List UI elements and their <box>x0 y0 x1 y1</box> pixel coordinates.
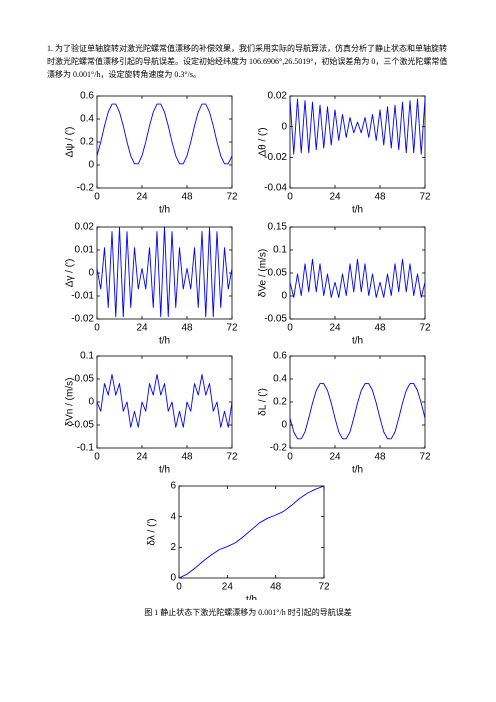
y-tick-label: 0 <box>88 397 94 408</box>
x-axis-label: t/h <box>159 465 170 476</box>
y-tick-label: 0.02 <box>268 91 288 102</box>
y-tick-label: -0.02 <box>71 314 94 325</box>
y-tick-label: -0.05 <box>264 314 287 325</box>
x-axis-label: t/h <box>352 336 363 347</box>
y-tick-label: 0 <box>88 268 94 279</box>
x-axis-label: t/h <box>352 205 363 216</box>
y-tick-label: 0.01 <box>75 245 95 256</box>
x-tick-label: 0 <box>287 323 293 334</box>
plot-frame <box>289 95 426 189</box>
x-tick-label: 48 <box>181 192 193 203</box>
y-tick-label: 0 <box>170 573 176 584</box>
y-tick-label: 0.05 <box>268 268 288 279</box>
paragraph: 1. 为了验证单轴旋转对激光陀螺常值漂移的补偿效果，我们采用实际的导航算法，仿真… <box>47 44 448 79</box>
y-tick-label: -0.02 <box>264 152 287 163</box>
x-tick-label: 0 <box>176 582 182 593</box>
x-axis-label: t/h <box>352 465 363 476</box>
y-tick-label: 0.4 <box>80 114 94 125</box>
data-line <box>289 258 426 298</box>
caption: 图 1 静止状态下激光陀螺漂移为 0.001°/h 时引起的导航误差 <box>144 608 352 617</box>
y-tick-label: 0.05 <box>75 374 95 385</box>
x-tick-label: 72 <box>226 452 238 463</box>
y-tick-label: -0.04 <box>264 183 287 194</box>
x-tick-label: 72 <box>419 192 431 203</box>
y-tick-label: 0 <box>281 291 287 302</box>
y-tick-label: 0.1 <box>80 351 94 362</box>
y-axis-label: Δθ / (') <box>258 127 269 156</box>
x-tick-label: 24 <box>136 452 148 463</box>
x-tick-label: 24 <box>222 582 234 593</box>
x-tick-label: 0 <box>94 452 100 463</box>
y-tick-label: 0.2 <box>80 137 94 148</box>
y-tick-label: 0.02 <box>75 222 95 233</box>
y-tick-label: -0.05 <box>71 420 94 431</box>
y-tick-label: 0.15 <box>268 222 288 233</box>
y-axis-label: δVe / (m/s) <box>258 249 269 297</box>
figure: -0.200.20.40.60 24 48 72t/hΔψ / (')-0.04-0.… <box>65 91 431 600</box>
x-tick-label: 24 <box>136 192 148 203</box>
data-line <box>96 373 233 428</box>
x-tick-label: 72 <box>419 323 431 334</box>
y-tick-label: 0.2 <box>273 397 287 408</box>
x-tick-label: 24 <box>136 323 148 334</box>
x-tick-label: 24 <box>329 192 341 203</box>
plot-frame <box>178 485 325 579</box>
y-tick-label: -0.2 <box>270 443 288 454</box>
y-tick-label: 0 <box>281 420 287 431</box>
y-axis-label: δL / (') <box>258 388 269 416</box>
x-tick-label: 72 <box>226 192 238 203</box>
x-axis-label: t/h <box>159 336 170 347</box>
y-axis-label: Δγ / (') <box>65 259 76 288</box>
y-tick-label: 4 <box>170 511 176 522</box>
x-tick-label: 0 <box>287 192 293 203</box>
x-tick-label: 72 <box>318 582 330 593</box>
x-tick-label: 0 <box>287 452 293 463</box>
y-tick-label: 0 <box>281 121 287 132</box>
x-tick-label: 24 <box>329 323 341 334</box>
y-tick-label: 0 <box>88 160 94 171</box>
x-tick-label: 48 <box>374 452 386 463</box>
data-line <box>178 485 325 579</box>
data-line <box>96 103 233 165</box>
data-line <box>289 98 426 155</box>
y-tick-label: -0.1 <box>77 443 95 454</box>
x-axis-label: t/h <box>159 205 170 216</box>
y-tick-label: -0.01 <box>71 291 94 302</box>
y-tick-label: 6 <box>170 481 176 492</box>
y-axis-label: Δψ / (') <box>65 127 76 158</box>
x-tick-label: 48 <box>181 452 193 463</box>
data-line <box>289 383 426 440</box>
x-tick-label: 72 <box>419 452 431 463</box>
x-tick-label: 48 <box>181 323 193 334</box>
x-tick-label: 48 <box>374 192 386 203</box>
y-axis-label: δλ / (') <box>147 518 158 545</box>
x-tick-label: 48 <box>374 323 386 334</box>
y-tick-label: -0.2 <box>77 183 95 194</box>
y-axis-label: δVn / (m/s) <box>65 378 76 427</box>
x-tick-label: 48 <box>270 582 282 593</box>
x-tick-label: 0 <box>94 323 100 334</box>
y-tick-label: 2 <box>170 542 176 553</box>
x-tick-label: 72 <box>226 323 238 334</box>
y-tick-label: 0.6 <box>80 91 94 102</box>
y-tick-label: 0.1 <box>273 245 287 256</box>
x-tick-label: 0 <box>94 192 100 203</box>
data-line <box>96 226 233 318</box>
x-axis-label: t/h <box>246 595 257 600</box>
y-tick-label: 0.4 <box>273 374 287 385</box>
x-tick-label: 24 <box>329 452 341 463</box>
plot-frame <box>289 226 426 320</box>
plot-frame <box>96 95 233 189</box>
y-tick-label: 0.6 <box>273 351 287 362</box>
